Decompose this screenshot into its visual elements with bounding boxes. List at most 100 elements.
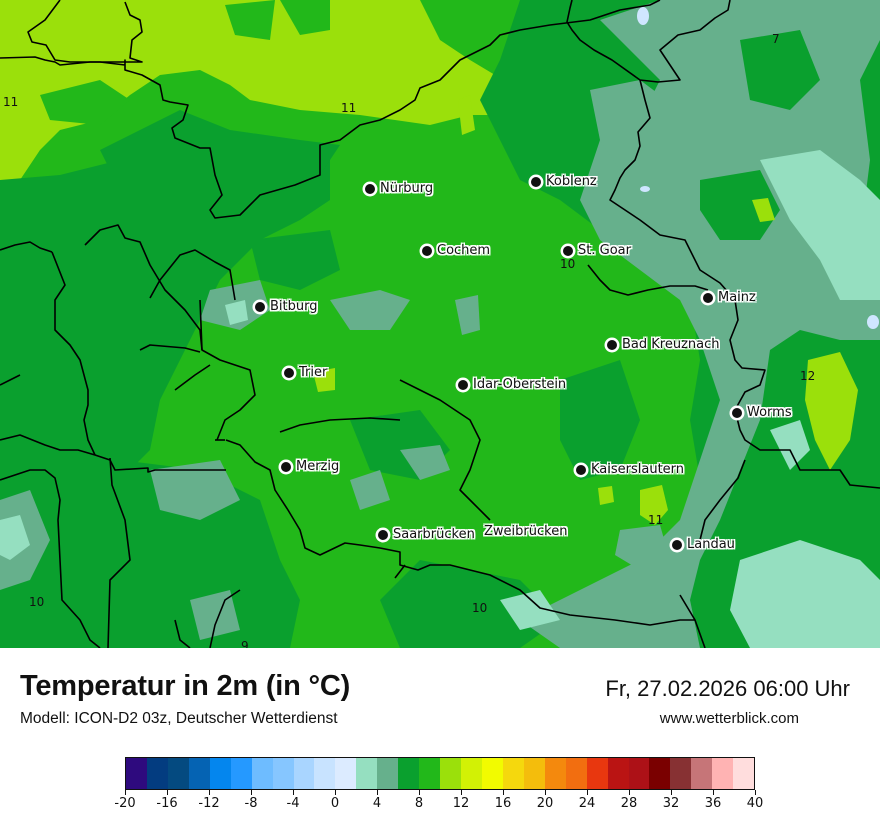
legend-tick	[460, 790, 462, 795]
legend-swatch	[461, 758, 482, 789]
legend-swatch	[272, 758, 294, 789]
legend-swatch	[167, 758, 189, 789]
city-label: Saarbrücken	[393, 527, 475, 542]
city-label: Zweibrücken	[484, 524, 568, 539]
city-marker: St. Goar	[563, 243, 631, 258]
city-dot-icon	[378, 529, 388, 540]
city-label: Landau	[687, 537, 735, 552]
city-label: Mainz	[718, 290, 756, 305]
city-label: Idar-Oberstein	[473, 377, 567, 392]
city-marker: Saarbrücken	[378, 527, 475, 542]
website-link[interactable]: www.wetterblick.com	[659, 710, 799, 727]
legend-tick-label: 24	[578, 796, 596, 811]
city-marker: Merzig	[281, 459, 339, 474]
legend-tick	[754, 790, 756, 795]
legend-tick	[628, 790, 630, 795]
city-label: Kaiserslautern	[591, 462, 685, 477]
legend-swatch	[377, 758, 399, 789]
legend-tick-label: 8	[414, 796, 424, 811]
city-dot-icon	[365, 183, 375, 194]
city-dot-icon	[672, 539, 682, 550]
forecast-datetime: Fr, 27.02.2026 06:00 Uhr	[605, 676, 850, 701]
legend-tick-label: -4	[286, 796, 300, 811]
legend-tick-label: 36	[704, 796, 722, 811]
legend-tick-label: -16	[156, 796, 178, 811]
city-dot-icon	[732, 407, 742, 418]
city-dot-icon	[284, 367, 294, 378]
city-dot-icon	[607, 339, 617, 350]
legend-swatch	[419, 758, 441, 789]
city-label: Trier	[299, 365, 328, 380]
legend-tick	[544, 790, 546, 795]
city-dot-icon	[563, 245, 573, 256]
city-marker: Koblenz	[531, 174, 597, 189]
city-label: Koblenz	[546, 174, 597, 189]
city-marker: Kaiserslautern	[576, 462, 684, 477]
legend-tick-label: -8	[244, 796, 258, 811]
legend-tick	[502, 790, 504, 795]
city-marker: Cochem	[422, 243, 490, 258]
color-legend	[125, 757, 755, 790]
city-label: Bitburg	[270, 299, 318, 314]
city-dot-icon	[458, 379, 468, 390]
legend-swatch	[314, 758, 336, 789]
legend-tick	[670, 790, 672, 795]
legend-swatch	[670, 758, 692, 789]
temperature-map: Nürburg Koblenz Cochem St. Goar Mainz Bitburg…	[0, 0, 880, 648]
legend-swatch	[230, 758, 252, 789]
city-marker: Idar-Oberstein	[458, 377, 566, 392]
legend-tick-label: -12	[198, 796, 220, 811]
isotherm-label: 11	[341, 101, 357, 115]
city-label: Bad Kreuznach	[622, 337, 720, 352]
legend-swatch	[251, 758, 273, 789]
legend-tick	[334, 790, 336, 795]
city-label: Worms	[747, 405, 792, 420]
city-label: Cochem	[437, 243, 491, 258]
isotherm-label: 9	[241, 639, 249, 648]
legend-tick-label: 32	[662, 796, 680, 811]
legend-swatch	[607, 758, 629, 789]
city-marker: Nürburg	[365, 181, 433, 196]
legend-swatch	[628, 758, 650, 789]
legend-tick-label: 16	[494, 796, 512, 811]
legend-swatch	[209, 758, 231, 789]
legend-tick	[250, 790, 252, 795]
city-marker: Bitburg	[255, 299, 318, 314]
legend-tick-label: 28	[620, 796, 638, 811]
legend-tick	[418, 790, 420, 795]
legend-tick-label: -20	[114, 796, 136, 811]
city-marker: Zweibrücken	[484, 524, 567, 539]
legend-tick	[586, 790, 588, 795]
isotherm-label: 10	[29, 595, 45, 609]
city-marker: Trier	[284, 365, 327, 380]
legend-swatch	[691, 758, 713, 789]
legend-tick	[124, 790, 126, 795]
legend-tick-label: 0	[330, 796, 340, 811]
legend-swatch	[544, 758, 566, 789]
legend-tick	[292, 790, 294, 795]
isotherm-label: 10	[472, 601, 488, 615]
city-label: St. Goar	[578, 243, 631, 258]
legend-swatch	[565, 758, 587, 789]
legend-tick-label: 4	[372, 796, 382, 811]
legend-swatch	[440, 758, 461, 789]
legend-swatch	[356, 758, 378, 789]
city-marker: Mainz	[703, 290, 756, 305]
legend-ticks: -20 -16 -12 -8 -4 0 4 8 12 16 20 24 28 32 36 40	[114, 790, 763, 820]
legend-swatch	[733, 758, 755, 789]
legend-tick	[712, 790, 714, 795]
legend-swatch	[523, 758, 545, 789]
legend-swatch	[335, 758, 357, 789]
isotherm-label: 11	[3, 95, 19, 109]
temperature-field	[0, 0, 880, 648]
legend-tick	[376, 790, 378, 795]
legend-swatch	[586, 758, 608, 789]
chart-title: Temperatur in 2m (in °C)	[20, 670, 351, 702]
legend-swatch	[146, 758, 168, 789]
city-label: Nürburg	[380, 181, 434, 196]
isotherm-label: 10	[560, 257, 576, 271]
legend-swatch	[188, 758, 210, 789]
legend-tick-label: 12	[452, 796, 470, 811]
legend-tick	[208, 790, 210, 795]
legend-swatch	[398, 758, 420, 789]
